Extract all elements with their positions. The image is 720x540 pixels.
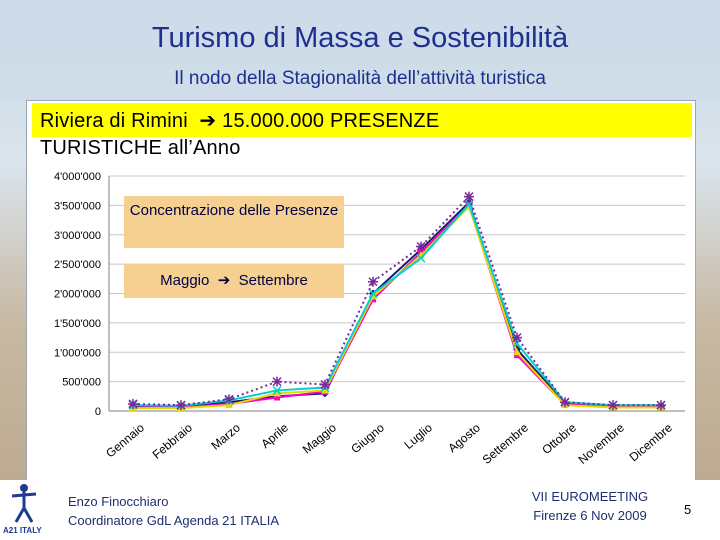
y-tick-label: 0 bbox=[95, 406, 101, 418]
data-point bbox=[128, 398, 138, 409]
footer bbox=[0, 480, 720, 540]
slide-title: Turismo di Massa e Sostenibilità bbox=[151, 22, 569, 54]
data-point bbox=[368, 288, 378, 299]
event-name: VII EUROMEETING bbox=[531, 489, 649, 504]
headline: Riviera di Rimini ➔ 15.000.000 PRESENZE … bbox=[40, 108, 439, 162]
headline-highlight bbox=[32, 103, 692, 137]
data-point bbox=[560, 397, 570, 408]
data-point bbox=[274, 394, 280, 401]
a21-logo bbox=[2, 480, 46, 538]
y-tick-label: 3'000'000 bbox=[54, 230, 101, 242]
y-tick-label: 4'000'000 bbox=[54, 171, 101, 183]
y-tick-label: 1'000'000 bbox=[54, 347, 101, 359]
author-name: Enzo Finocchiaro bbox=[68, 494, 169, 509]
y-tick-label: 500'000 bbox=[62, 377, 101, 389]
author-block: Enzo Finocchiaro Coordinatore GdL Agenda… bbox=[68, 492, 279, 530]
event-place-date: Firenze 6 Nov 2009 bbox=[533, 508, 647, 523]
data-point bbox=[416, 241, 426, 252]
x-tick-label: Giugno bbox=[348, 420, 387, 456]
x-tick-label: Febbraio bbox=[150, 420, 196, 461]
page-number: 5 bbox=[684, 502, 692, 517]
arrow-right-icon: ➔ bbox=[199, 110, 217, 132]
x-tick-label: Aprile bbox=[258, 420, 291, 451]
series-line bbox=[132, 200, 661, 408]
y-tick-label: 2'500'000 bbox=[54, 259, 101, 271]
logo-text: A21 ITALY bbox=[3, 526, 42, 535]
headline-place: Riviera di Rimini bbox=[40, 110, 188, 132]
data-point bbox=[272, 376, 282, 387]
x-tick-label: Luglio bbox=[401, 420, 435, 452]
data-point bbox=[608, 400, 618, 411]
x-tick-label: Maggio bbox=[300, 420, 339, 456]
data-point bbox=[368, 276, 378, 287]
concentration-callout: Concentrazione delle Presenze bbox=[124, 196, 344, 248]
headline-presences: 15.000.000 PRESENZE bbox=[222, 110, 440, 132]
data-point bbox=[225, 401, 233, 409]
x-tick-label: Settembre bbox=[480, 420, 532, 467]
event-block: VII EUROMEETING Firenze 6 Nov 2009 bbox=[520, 487, 660, 525]
header-band bbox=[0, 0, 720, 100]
arrow-right-icon: ➔ bbox=[217, 272, 231, 289]
data-point bbox=[176, 400, 186, 411]
runner-logo-icon bbox=[11, 484, 37, 523]
x-tick-label: Ottobre bbox=[539, 420, 579, 457]
data-point bbox=[656, 400, 666, 411]
x-tick-label: Novembre bbox=[576, 420, 628, 467]
y-tick-label: 3'500'000 bbox=[54, 200, 101, 212]
data-point bbox=[512, 332, 522, 343]
data-point bbox=[416, 253, 426, 263]
data-point bbox=[273, 389, 281, 397]
data-point bbox=[224, 394, 234, 405]
author-role: Coordinatore GdL Agenda 21 ITALIA bbox=[68, 513, 280, 528]
x-tick-label: Dicembre bbox=[627, 420, 676, 464]
data-point bbox=[272, 385, 282, 395]
y-tick-label: 1'500'000 bbox=[54, 318, 101, 330]
period-end: Settembre bbox=[238, 272, 308, 289]
data-point bbox=[464, 199, 474, 209]
x-tick-label: Gennaio bbox=[103, 420, 147, 460]
data-point bbox=[464, 191, 474, 202]
data-point bbox=[321, 386, 329, 394]
y-tick-label: 2'000'000 bbox=[54, 289, 101, 301]
line-chart: 0 500'000 1'000'000 1'500'000 2'000'000 2'500… bbox=[54, 171, 685, 467]
x-tick-label: Marzo bbox=[208, 420, 243, 452]
data-point bbox=[320, 379, 330, 390]
headline-line2: TURISTICHE all’Anno bbox=[40, 137, 241, 159]
series-line bbox=[132, 194, 661, 407]
concentration-label: Concentrazione delle Presenze bbox=[129, 202, 339, 219]
period-start: Maggio bbox=[160, 272, 210, 289]
slide-subtitle: Il nodo della Stagionalità dell’attività… bbox=[174, 68, 546, 89]
data-point bbox=[513, 348, 521, 356]
period-callout: Maggio ➔ Settembre bbox=[124, 264, 344, 298]
x-tick-label: Agosto bbox=[445, 420, 483, 455]
